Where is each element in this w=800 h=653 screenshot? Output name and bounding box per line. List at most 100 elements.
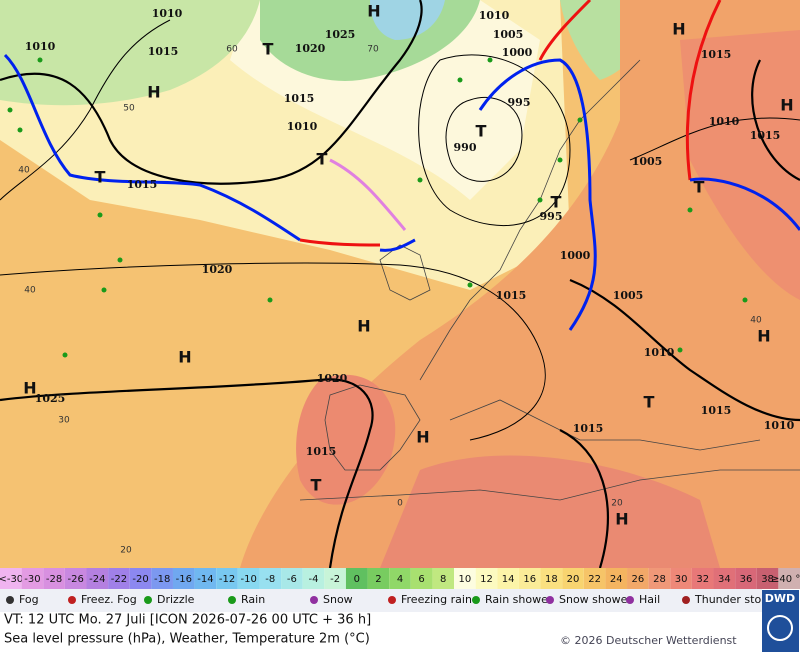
temperature-label: 20 (611, 499, 623, 509)
scale-swatch (432, 568, 455, 589)
scale-label: 28 (653, 574, 666, 585)
rain-symbol (62, 352, 68, 358)
legend-icon (68, 596, 76, 604)
scale-label: 32 (696, 574, 709, 585)
copyright: © 2026 Deutscher Wetterdienst (560, 634, 737, 647)
pressure-label: 1010 (764, 419, 795, 432)
pressure-label: 1015 (127, 178, 158, 191)
scale-swatch (151, 568, 173, 589)
scale-label: 10 (458, 574, 471, 585)
scale-label: -10 (240, 574, 256, 585)
rain-symbol (417, 177, 423, 183)
scale-swatch (0, 568, 22, 589)
scale-label: 14 (502, 574, 515, 585)
rain-symbol (101, 287, 107, 293)
coastlines (299, 59, 800, 501)
scale-label: 18 (545, 574, 558, 585)
scale-label: <-30 (0, 574, 23, 585)
scale-swatch (237, 568, 260, 589)
scale-swatch (324, 568, 346, 589)
isobar (0, 19, 171, 201)
cold-front (379, 238, 416, 252)
scale-label: -22 (111, 574, 127, 585)
scale-swatch (497, 568, 519, 589)
legend-icon (472, 596, 480, 604)
pressure-center: H (615, 510, 628, 529)
temperature-label: 70 (367, 45, 379, 55)
scale-label: 24 (610, 574, 623, 585)
scale-swatch (108, 568, 130, 589)
temperature-label: 20 (120, 546, 132, 556)
pressure-label: 1025 (35, 392, 66, 405)
pressure-label: 1005 (493, 28, 524, 41)
symbol-legend: Fog Freez. Fog Drizzle Rain Snow Freezing rai… (0, 589, 776, 612)
scale-label: -16 (176, 574, 192, 585)
scale-swatch (64, 568, 87, 589)
temperature-label: 40 (18, 166, 30, 176)
scale-swatch (129, 568, 152, 589)
pressure-center: H (357, 317, 370, 336)
scale-swatch (627, 568, 649, 589)
rain-symbol (117, 257, 123, 263)
scale-label: 16 (523, 574, 536, 585)
scale-label: 26 (631, 574, 644, 585)
scale-label: ≥40 °C (771, 574, 800, 585)
scale-swatch (540, 568, 563, 589)
scale-swatch (691, 568, 714, 589)
coastline (379, 244, 431, 301)
temperature-label: 40 (750, 316, 762, 326)
isobar (0, 378, 374, 569)
hot-area (680, 30, 800, 300)
isobar (569, 278, 800, 422)
scale-swatch (670, 568, 692, 589)
isobars (0, 0, 800, 569)
scale-swatch (518, 568, 541, 589)
occlusion (329, 158, 407, 231)
rain-symbol (577, 117, 583, 123)
legend-label: Snow shower (559, 593, 632, 606)
scale-label: -30 (24, 574, 40, 585)
logo-emblem (767, 615, 793, 641)
pressure-label: 1015 (306, 445, 337, 458)
scale-swatch (410, 568, 433, 589)
pressure-label: 1010 (287, 120, 318, 133)
coastline (419, 59, 641, 381)
pressure-center: H (178, 348, 191, 367)
scale-swatch (367, 568, 390, 589)
pressure-center: T (317, 150, 328, 169)
pressure-center: H (757, 327, 770, 346)
legend-label: Hail (639, 593, 660, 606)
scale-swatch (259, 568, 282, 589)
warm-front (685, 0, 722, 181)
cold-front (3, 53, 301, 242)
pressure-center: H (147, 83, 160, 102)
pressure-label: 1025 (325, 28, 356, 41)
temperature-label: 0 (397, 499, 403, 509)
fronts (3, 0, 800, 331)
scale-label: -12 (219, 574, 235, 585)
hot-area (380, 455, 720, 568)
legend-label: Thunder storm (694, 593, 776, 606)
pressure-label: 1015 (701, 48, 732, 61)
scale-label: -18 (154, 574, 170, 585)
pressure-center: T (95, 168, 106, 187)
cold-front (689, 177, 800, 231)
pressure-label: 995 (508, 96, 531, 109)
scale-label: 38 (761, 574, 774, 585)
pressure-center: H (416, 428, 429, 447)
scale-label: 20 (567, 574, 580, 585)
rain-symbol (457, 77, 463, 83)
temperature-label: 30 (58, 416, 70, 426)
scale-swatch (756, 568, 779, 589)
legend-icon (388, 596, 396, 604)
warm-front (299, 238, 381, 247)
pressure-center: T (644, 393, 655, 412)
legend-label: Fog (19, 593, 39, 606)
valid-time: VT: 12 UTC Mo. 27 Juli [ICON 2026-07-26 … (4, 613, 371, 628)
legend-label: Freezing rain (401, 593, 472, 606)
temperature-label: 40 (24, 286, 36, 296)
scale-swatch (389, 568, 411, 589)
warm-front (538, 0, 592, 61)
